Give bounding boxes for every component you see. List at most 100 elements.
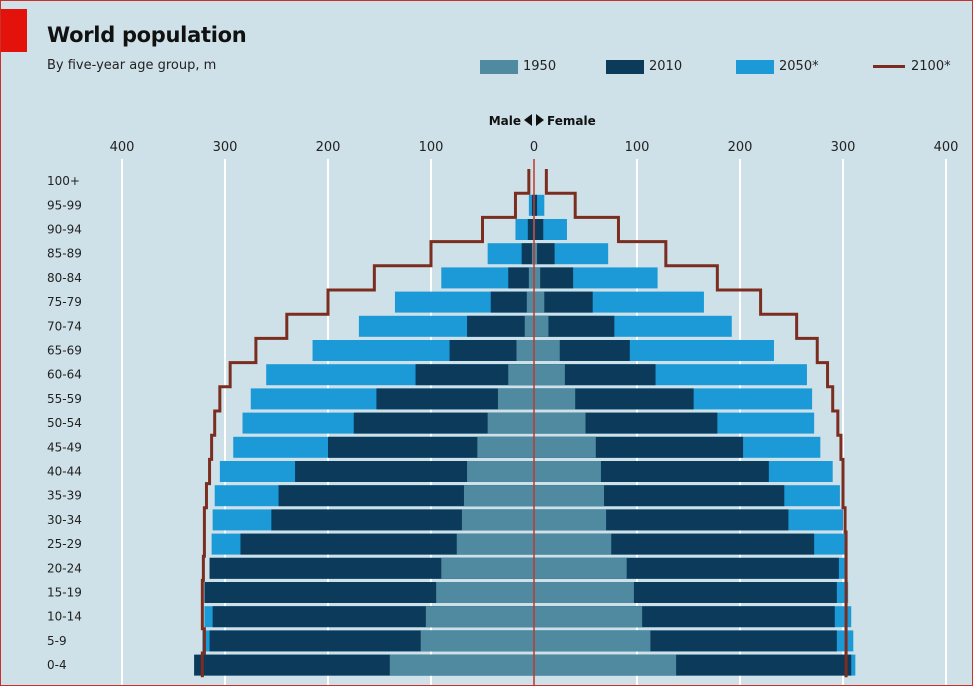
bar-male-1950	[508, 364, 534, 386]
age-group-label: 15-19	[47, 586, 82, 600]
legend-item-2050: 2050*	[736, 59, 819, 74]
bar-male-1950	[516, 340, 534, 361]
bar-female-1950	[534, 606, 643, 628]
axis-tick-label: 300	[831, 140, 856, 155]
bar-female-1950	[534, 340, 560, 361]
bar-female-1950	[534, 291, 545, 313]
bar-female-2010	[534, 194, 538, 216]
bar-female-1950	[534, 388, 576, 410]
bar-female-1950	[534, 315, 549, 337]
legend-item-1950: 1950	[480, 59, 556, 74]
bar-male-2010	[531, 194, 534, 216]
age-group-label: 65-69	[47, 344, 82, 358]
arrow-right-icon	[536, 114, 544, 126]
bar-male-2010	[508, 267, 534, 289]
age-group-label: 25-29	[47, 537, 82, 551]
bar-female-1950	[534, 412, 586, 434]
bar-male-2010	[467, 315, 534, 337]
bar-female-1950	[534, 267, 541, 289]
axis-tick-label: 100	[419, 140, 444, 155]
bar-male-1950	[436, 582, 534, 603]
bar-male-1950	[497, 388, 534, 410]
axis-tick-label: 400	[110, 140, 135, 155]
chart-subtitle: By five-year age group, m	[47, 58, 217, 73]
axis-tick-label: 100	[625, 140, 650, 155]
legend-label-2010: 2010	[649, 59, 683, 74]
age-group-label: 75-79	[47, 295, 82, 309]
axis-tick-label: 0	[530, 140, 538, 155]
bar-male-1950	[477, 436, 534, 458]
bar-female-1950	[534, 654, 677, 676]
male-label: Male	[489, 114, 521, 128]
bar-female-1950	[534, 582, 634, 603]
axis-tick-label: 400	[934, 140, 959, 155]
age-group-label: 0-4	[47, 658, 67, 672]
axis-tick-label: 300	[213, 140, 238, 155]
bar-male-1950	[528, 267, 534, 289]
legend-swatch-2050	[736, 59, 774, 74]
legend-item-2100: 2100*	[873, 59, 951, 74]
bar-female-2010	[534, 219, 544, 240]
axis-tick-label: 200	[316, 140, 341, 155]
age-group-label: 5-9	[47, 634, 67, 648]
bar-male-2010	[527, 219, 534, 240]
bar-female-1950	[534, 243, 538, 265]
chart-title: World population	[47, 23, 247, 47]
age-group-label: 30-34	[47, 513, 82, 527]
legend-label-2050: 2050*	[779, 59, 819, 74]
age-group-label: 45-49	[47, 440, 82, 454]
bar-male-2010	[449, 340, 534, 361]
age-group-label: 70-74	[47, 319, 82, 333]
legend-item-2010: 2010	[606, 59, 682, 74]
legend-label-2100: 2100*	[911, 59, 951, 74]
bar-male-2010	[415, 364, 534, 386]
age-group-label: 50-54	[47, 416, 82, 430]
legend-line-2100	[873, 65, 905, 68]
bar-female-1950	[534, 436, 596, 458]
age-group-label: 40-44	[47, 465, 82, 479]
bar-female-1950	[534, 630, 651, 652]
arrow-left-icon	[524, 114, 532, 126]
legend-label-1950: 1950	[523, 59, 557, 74]
bar-female-1950	[534, 557, 627, 579]
bar-female-1950	[534, 509, 607, 531]
line-2100-female	[544, 169, 848, 678]
bar-male-1950	[463, 485, 534, 507]
bar-male-1950	[531, 243, 534, 265]
age-group-label: 20-24	[47, 561, 82, 575]
bar-female-2010	[534, 243, 555, 265]
bar-male-2010	[376, 388, 534, 410]
bar-female-2010	[534, 291, 593, 313]
bar-female-1950	[534, 461, 601, 482]
bar-female-1950	[534, 533, 612, 555]
accent-tag	[1, 9, 27, 52]
bar-male-1950	[526, 291, 534, 313]
bar-male-1950	[456, 533, 534, 555]
age-group-label: 60-64	[47, 368, 82, 382]
bar-female-2010	[534, 315, 615, 337]
female-label: Female	[547, 114, 596, 128]
bar-male-2010	[521, 243, 534, 265]
bar-male-1950	[420, 630, 534, 652]
legend-swatch-2010	[606, 59, 644, 74]
bar-male-1950	[425, 606, 534, 628]
age-group-label: 95-99	[47, 198, 82, 212]
age-group-label: 10-14	[47, 610, 82, 624]
age-group-label: 35-39	[47, 489, 82, 503]
bar-male-1950	[524, 315, 534, 337]
age-group-label: 55-59	[47, 392, 82, 406]
bar-male-1950	[487, 412, 534, 434]
age-group-label: 80-84	[47, 271, 82, 285]
age-group-label: 100+	[47, 174, 80, 188]
bar-female-1950	[534, 485, 605, 507]
line-2100-male	[200, 169, 531, 678]
bar-female-2050	[534, 194, 545, 216]
axis-tick-label: 200	[728, 140, 753, 155]
bar-male-1950	[389, 654, 534, 676]
legend-swatch-1950	[480, 59, 518, 74]
bar-male-2050	[528, 194, 534, 216]
bar-male-1950	[461, 509, 534, 531]
bar-male-1950	[441, 557, 534, 579]
